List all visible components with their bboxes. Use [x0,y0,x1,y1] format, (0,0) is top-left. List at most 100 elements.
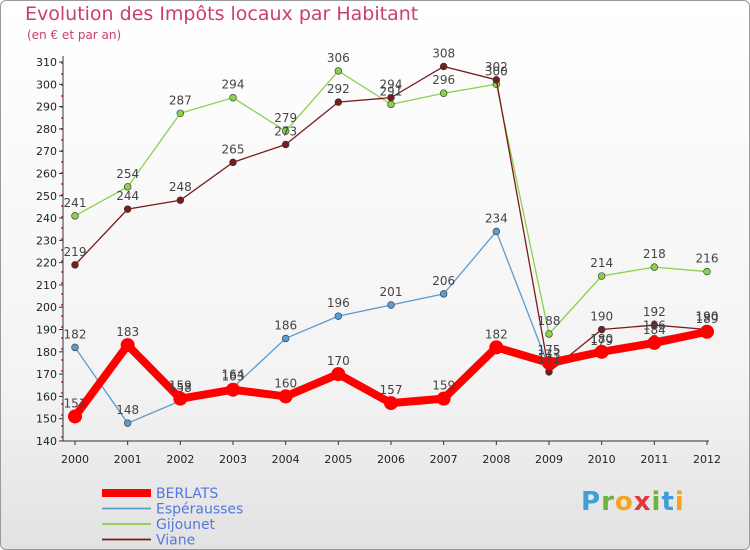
data-label: 308 [432,46,455,60]
data-point [384,396,398,411]
data-label: 273 [274,124,297,138]
data-point [334,312,343,320]
data-label: 218 [643,247,666,261]
data-point [703,267,711,276]
data-point [120,338,135,353]
data-point [176,196,185,204]
x-tick-label: 2012 [693,453,721,466]
data-point [226,382,240,397]
data-point [68,409,82,424]
y-tick-label: 310 [36,56,57,69]
data-point [123,419,132,427]
y-tick-label: 240 [36,212,57,225]
data-label: 183 [116,325,139,339]
data-label: 196 [327,296,350,310]
data-point [71,212,79,220]
y-tick-label: 230 [36,234,57,247]
y-tick-label: 220 [36,257,57,270]
data-point [597,272,606,280]
data-label: 216 [696,252,719,266]
data-point [489,340,504,355]
data-label: 300 [485,64,508,78]
logo-letter: P [581,487,602,517]
data-label: 244 [116,189,139,203]
data-labels: 182 148 158 164 186 196 201 206 234 173 179 186 190 2… [64,46,719,417]
data-label: 234 [485,211,508,225]
x-tick-label: 2009 [535,453,563,466]
data-label: 190 [590,310,613,324]
data-label: 291 [380,84,403,98]
y-tick-label: 170 [36,368,57,381]
x-tick-label: 2008 [482,453,510,466]
data-label: 292 [327,82,350,96]
data-label: 206 [432,274,455,288]
data-label: 190 [696,310,719,324]
data-point [387,100,395,109]
y-tick-label: 150 [36,413,57,426]
data-label: 248 [169,180,192,194]
y-tick-label: 200 [36,301,57,314]
data-point [700,324,714,339]
chart-title: Evolution des Impôts locaux par Habitant [25,3,419,25]
data-label: 163 [222,370,245,384]
data-label: 180 [590,332,613,346]
x-tick-label: 2010 [588,453,616,466]
data-point [594,344,609,359]
data-label: 173 [538,347,561,361]
data-label: 265 [222,142,245,156]
data-label: 219 [64,245,87,259]
data-label: 294 [380,78,403,92]
data-label: 241 [64,196,87,210]
data-label: 306 [327,51,350,65]
data-label: 148 [116,403,139,417]
series-gijounet [71,67,711,338]
data-label: 254 [116,167,139,181]
data-label: 189 [696,312,719,326]
data-point [647,335,662,350]
data-label: 279 [274,111,297,125]
legend-label: BERLATS [156,486,218,502]
series-line [74,65,708,374]
data-label: 159 [432,379,455,393]
x-tick-label: 2001 [114,453,142,466]
x-tick-label: 2006 [377,453,405,466]
data-point [123,205,132,213]
data-point [387,301,395,309]
data-point [123,183,132,191]
data-label: 296 [432,73,455,87]
chart-subtitle: (en € et par an) [27,28,122,42]
data-label: 170 [327,354,350,368]
data-point [650,263,659,271]
logo-letter: o [614,487,634,517]
y-tick-label: 140 [36,435,57,448]
data-point [439,89,448,97]
x-tick-label: 2011 [640,453,668,466]
data-point [176,109,185,117]
data-point [281,140,290,149]
data-label: 287 [169,93,192,107]
y-tick-label: 250 [36,190,57,203]
data-label: 184 [643,323,666,337]
data-label: 158 [169,381,192,395]
y-tick-label: 210 [36,279,57,292]
x-tick-label: 2005 [324,453,352,466]
x-tick-label: 2002 [166,453,194,466]
data-label: 179 [590,334,613,348]
data-label: 188 [538,314,561,328]
data-label: 182 [64,327,87,341]
y-tick-label: 260 [36,167,57,180]
series-berlats [68,324,714,424]
data-point [545,330,553,338]
data-label: 171 [538,352,561,366]
legend-label: Viane [156,533,195,549]
y-tick-label: 180 [36,346,57,359]
data-label: 182 [485,327,508,341]
data-point [229,158,237,167]
data-label: 186 [274,318,297,332]
y-tick-label: 280 [36,123,57,136]
data-point [331,367,346,382]
logo-letter: i [651,487,662,517]
y-tick-label: 270 [36,145,57,158]
